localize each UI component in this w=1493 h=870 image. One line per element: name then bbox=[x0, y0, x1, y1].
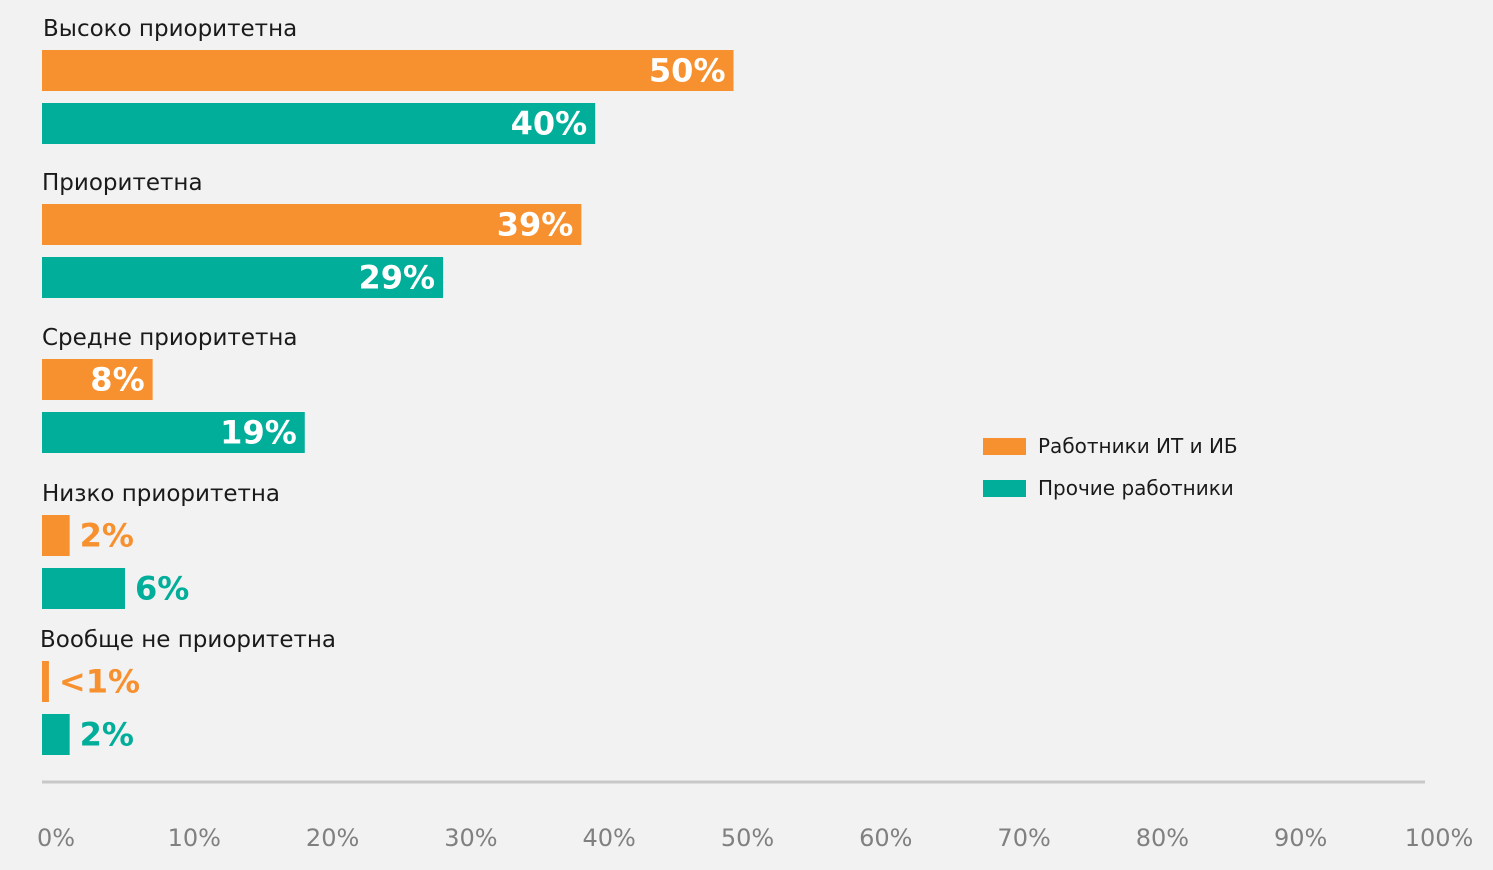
x-tick-label: 70% bbox=[997, 824, 1050, 852]
category-label: Вообще не приоритетна bbox=[40, 627, 336, 653]
x-tick-label: 30% bbox=[444, 824, 497, 852]
data-label: 6% bbox=[135, 570, 189, 608]
data-label: 39% bbox=[497, 206, 574, 244]
data-label: 8% bbox=[90, 361, 144, 399]
legend-swatch bbox=[983, 438, 1026, 455]
bar bbox=[42, 568, 125, 609]
data-label: 2% bbox=[80, 517, 134, 555]
category-group: Приоритетна 39% 29% bbox=[42, 170, 582, 298]
x-tick-label: 40% bbox=[583, 824, 636, 852]
data-label: 40% bbox=[511, 105, 588, 143]
bar bbox=[42, 515, 70, 556]
data-label: 50% bbox=[649, 52, 726, 90]
x-tick-label: 50% bbox=[721, 824, 774, 852]
bar bbox=[42, 50, 734, 91]
x-tick-label: 100% bbox=[1405, 824, 1474, 852]
legend-swatch bbox=[983, 480, 1026, 497]
x-axis-ticks: 0% 10% 20% 30% 40% 50% 60% 70% 80% 90% 100% bbox=[37, 824, 1473, 852]
legend-label: Прочие работники bbox=[1038, 476, 1234, 500]
category-label: Средне приоритетна bbox=[42, 325, 298, 351]
bar bbox=[42, 257, 444, 298]
x-tick-label: 10% bbox=[168, 824, 221, 852]
category-group: Низко приоритетна 2%6% bbox=[42, 481, 280, 609]
category-group: Средне приоритетна 8% 19% bbox=[42, 325, 305, 453]
bar-groups: Высоко приоритетна 50% 40% Приоритетна 39% 29… bbox=[40, 16, 734, 755]
legend: Работники ИТ и ИБ Прочие работники bbox=[983, 434, 1238, 500]
data-label: 29% bbox=[358, 259, 435, 297]
data-label: <1% bbox=[59, 663, 140, 701]
category-label: Низко приоритетна bbox=[42, 481, 280, 507]
x-tick-label: 80% bbox=[1136, 824, 1189, 852]
legend-label: Работники ИТ и ИБ bbox=[1038, 434, 1238, 458]
bar bbox=[42, 412, 305, 453]
bar bbox=[42, 714, 70, 755]
data-label: 2% bbox=[80, 716, 134, 754]
data-label: 19% bbox=[220, 414, 297, 452]
category-group: Вообще не приоритетна <1% 2% bbox=[40, 627, 336, 755]
bar bbox=[42, 359, 153, 400]
x-tick-label: 60% bbox=[859, 824, 912, 852]
category-group: Высоко приоритетна 50% 40% bbox=[42, 16, 734, 144]
x-tick-label: 0% bbox=[37, 824, 75, 852]
bar bbox=[42, 661, 49, 702]
x-tick-label: 90% bbox=[1274, 824, 1327, 852]
x-tick-label: 20% bbox=[306, 824, 359, 852]
category-label: Высоко приоритетна bbox=[43, 16, 297, 42]
category-label: Приоритетна bbox=[42, 170, 203, 196]
bar bbox=[42, 103, 596, 144]
bar bbox=[42, 204, 582, 245]
